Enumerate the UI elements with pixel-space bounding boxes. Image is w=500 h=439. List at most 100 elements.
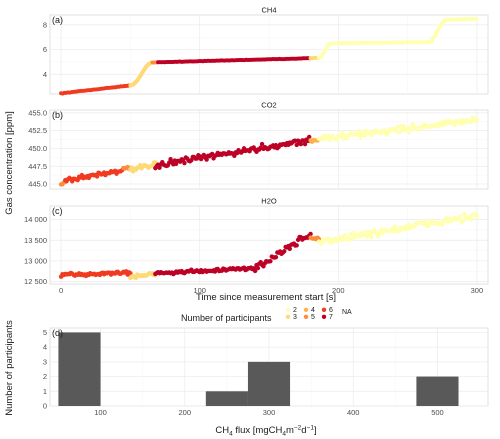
histogram-bar [205, 391, 248, 406]
x-tick-label: 300 [263, 408, 276, 417]
data-point [440, 222, 445, 228]
data-point [273, 254, 279, 260]
x-tick-label: 300 [471, 286, 484, 295]
shared-ylabel: Gas concentration [ppm] [4, 111, 15, 215]
data-point [94, 174, 100, 179]
data-point [298, 141, 304, 147]
data-point [410, 122, 416, 127]
data-point [474, 117, 480, 122]
data-point [302, 141, 308, 147]
data-point [259, 141, 265, 147]
y-tick-label: 1 [43, 387, 47, 396]
panels: CH4 4 6 8 (a) CO2 445.0 447.5 450.0 452.5 455.0 (b)… [24, 5, 489, 417]
y-tick-label: 5 [43, 328, 47, 337]
data-point [157, 165, 162, 170]
legend-label: 3 [293, 314, 297, 321]
histogram-bar [416, 376, 459, 406]
data-point [232, 153, 237, 159]
y-tick-label: 13 000 [24, 256, 47, 265]
panel-h2o: H2O 12 500 13 000 13 500 14 000 0 100 200 300 (c) [24, 196, 489, 295]
legend-title: Number of participants [181, 313, 272, 323]
data-point [474, 213, 480, 218]
data-point [358, 135, 363, 140]
data-point [308, 231, 313, 237]
data-point [340, 237, 345, 243]
x-tick-label: 200 [332, 286, 345, 295]
panel-title: H2O [261, 197, 277, 206]
data-point [423, 220, 428, 225]
histogram-bar [247, 361, 291, 406]
panel-co2: CO2 445.0 447.5 450.0 452.5 455.0 (b) [28, 100, 489, 190]
data-point [204, 157, 209, 162]
data-point [252, 268, 258, 274]
data-point [294, 243, 299, 248]
data-point [460, 218, 466, 223]
y-tick-label: 4 [43, 343, 47, 352]
data-point [334, 137, 340, 142]
legend-swatch [285, 307, 291, 312]
data-point [282, 249, 287, 254]
y-tick-label: 4 [43, 70, 47, 79]
legend-swatch [303, 314, 309, 319]
strip-bg [50, 196, 488, 206]
data-point [458, 214, 463, 219]
y-tick-label: 450.0 [28, 144, 47, 153]
strip-bg [50, 5, 488, 15]
panel-tag: (d) [52, 328, 63, 338]
legend-label: 6 [329, 307, 333, 314]
y-tick-label: 14 000 [24, 215, 47, 224]
data-point [255, 265, 261, 271]
panel-tag: (b) [52, 110, 63, 120]
data-point [355, 132, 360, 137]
legend-na-label: NA [342, 309, 352, 316]
data-point [401, 123, 406, 129]
y-tick-label: 3 [43, 357, 47, 366]
legend-swatch [285, 314, 291, 319]
legend-swatch [303, 307, 309, 312]
x-tick-label: 100 [94, 408, 107, 417]
y-tick-label: 455.0 [28, 108, 47, 117]
y-tick-label: 12 500 [24, 277, 47, 286]
panel-title: CO2 [261, 101, 276, 110]
data-point [369, 234, 374, 240]
y-tick-label: 6 [43, 45, 47, 54]
legend: Number of participants 23 45 67 NA [181, 307, 352, 323]
legend-label: 7 [329, 314, 333, 321]
panel-title: CH4 [261, 6, 276, 15]
data-point [469, 217, 474, 222]
x-tick-label: 0 [59, 286, 63, 295]
y-tick-label: 13 500 [24, 236, 47, 245]
x-tick-label: 500 [431, 408, 444, 417]
data-point [392, 224, 398, 229]
data-point [343, 233, 348, 238]
legend-items: 23 45 67 [285, 307, 333, 321]
legend-label: 4 [311, 307, 315, 314]
data-point [356, 128, 362, 134]
data-point [365, 234, 370, 239]
x-tick-label: 400 [347, 408, 360, 417]
flux-ylabel: Number of participants [4, 320, 15, 416]
data-point [362, 133, 367, 138]
data-point [168, 156, 173, 162]
strip-bg [50, 100, 488, 110]
data-point [469, 119, 474, 125]
data-point [406, 130, 412, 135]
data-point [340, 130, 345, 136]
data-point [307, 134, 312, 140]
panel-ch4: CH4 4 6 8 (a) [43, 5, 489, 96]
data-point [452, 122, 457, 128]
panel-tag: (a) [52, 15, 63, 25]
y-tick-label: 447.5 [28, 162, 47, 171]
data-point [182, 160, 187, 166]
y-tick-label: 2 [43, 372, 47, 381]
panel-flux-histogram: 0 1 2 3 4 5 100 200 300 400 500 (d) [43, 327, 489, 417]
shared-xlabel: Time since measurement start [s] [196, 292, 336, 303]
panel-tag: (c) [52, 206, 63, 216]
data-point [474, 16, 479, 21]
legend-swatch [321, 314, 327, 319]
legend-swatch [321, 307, 327, 312]
y-tick-label: 445.0 [28, 180, 47, 189]
y-tick-label: 452.5 [28, 126, 47, 135]
x-tick-label: 100 [193, 286, 206, 295]
